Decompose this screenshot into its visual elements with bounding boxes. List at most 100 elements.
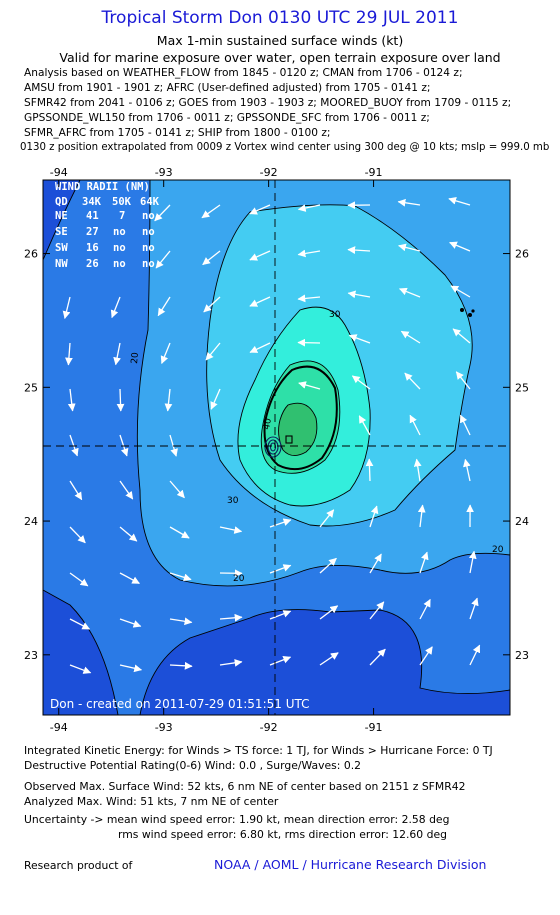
- contour-label: 20: [233, 574, 245, 584]
- wind-vector-arrow: [348, 334, 371, 344]
- wind-vector-arrow: [210, 388, 221, 410]
- wind-vector-arrow: [469, 597, 479, 620]
- wind-vector-arrow: [319, 652, 339, 666]
- wind-vector-arrow: [450, 285, 471, 298]
- analyzed-max-line: Analyzed Max. Wind: 51 kts, 7 nm NE of c…: [24, 795, 279, 808]
- x-tick-label: -94: [50, 721, 68, 734]
- wind-radii-cell: no: [142, 258, 155, 270]
- wind-radii-cell: 41: [86, 210, 99, 222]
- wind-vector-arrow: [419, 598, 431, 620]
- wind-vector-arrow: [269, 610, 292, 620]
- wind-vector-arrow: [400, 330, 421, 344]
- wind-vector-arrow: [351, 375, 371, 390]
- wind-vector-arrow: [69, 480, 83, 501]
- wind-vector-arrow: [119, 434, 129, 457]
- wind-radii-header: 34K: [82, 196, 102, 208]
- contour-line: [260, 360, 341, 474]
- wind-radii-cell: SE: [55, 226, 68, 238]
- wind-radii-cell: no: [142, 210, 155, 222]
- source-line: GPSSONDE_WL150 from 1706 - 0011 z; GPSSO…: [24, 112, 430, 124]
- wind-vector-arrow: [358, 415, 371, 436]
- x-tick-label: -91: [365, 166, 383, 179]
- wind-vector-arrow: [249, 342, 271, 353]
- contour-line: [43, 180, 81, 261]
- land-marker: [460, 308, 475, 317]
- wind-vector-arrow: [69, 434, 79, 457]
- wind-vector-arrow: [369, 648, 386, 666]
- chart-title: Tropical Storm Don 0130 UTC 29 JUL 2011: [101, 8, 459, 28]
- source-line: SFMR_AFRC from 1705 - 0141 z; SHIP from …: [24, 127, 331, 139]
- contour-line: [43, 589, 119, 715]
- wind-vector-arrow: [297, 294, 321, 303]
- wind-vector-arrow: [169, 572, 192, 582]
- source-line: SFMR42 from 2041 - 0106 z; GOES from 190…: [24, 97, 512, 109]
- wind-vector-arrow: [469, 644, 481, 666]
- y-tick-label: 24: [24, 515, 38, 528]
- wind-vector-arrow: [69, 618, 91, 630]
- wind-radii-cell: no: [113, 258, 126, 270]
- wind-vector-arrow: [397, 198, 421, 207]
- wind-radii-cell: no: [113, 226, 126, 238]
- wind-vector-arrow: [298, 381, 321, 390]
- wind-radii-cell: NW: [55, 258, 68, 270]
- wind-vector-arrow: [404, 372, 421, 390]
- contour-value-labels: 20 20 20 30 30 40: [130, 310, 504, 584]
- wind-radii-cell: SW: [55, 242, 68, 254]
- wind-field-map: 20 20 20 30 30 40 WIND RADII (NM) QD 34K…: [24, 166, 529, 734]
- wind-vector-arrow: [369, 553, 382, 574]
- wind-vector-arrow: [452, 328, 471, 344]
- wind-vector-arrow: [269, 518, 292, 528]
- wind-vector-arrow: [459, 414, 471, 436]
- wind-vector-arrow: [157, 296, 171, 317]
- wind-vector-arrow: [249, 204, 271, 215]
- wind-vector-arrow: [463, 458, 471, 482]
- wind-radii-cell: 7: [119, 210, 125, 222]
- wind-vector-arrow: [119, 664, 143, 673]
- observed-max-line: Observed Max. Surface Wind: 52 kts, 6 nm…: [24, 780, 466, 793]
- wind-vector-arrow: [169, 480, 185, 499]
- wind-vector-arrow: [155, 250, 171, 269]
- wind-vector-arrow: [398, 287, 421, 298]
- research-label: Research product of: [24, 859, 133, 872]
- wind-vector-arrow: [169, 526, 190, 539]
- wind-radii-cell: 26: [86, 258, 99, 270]
- organization-link[interactable]: NOAA / AOML / Hurricane Research Divisio…: [214, 857, 487, 872]
- wind-vector-arrow: [119, 526, 138, 542]
- x-tick-label: -92: [260, 721, 278, 734]
- position-note: 0130 z position extrapolated from 0009 z…: [20, 142, 550, 153]
- wind-vector-arrow: [297, 249, 321, 258]
- dpr-line: Destructive Potential Rating(0-6) Wind: …: [24, 759, 362, 772]
- wind-vector-arrow: [417, 504, 426, 528]
- wind-vector-arrow: [164, 388, 173, 412]
- wind-vector-arrow: [319, 509, 335, 528]
- wind-vector-arrow: [448, 197, 471, 206]
- y-tick-label: 24: [515, 515, 529, 528]
- uncertainty-line: Uncertainty -> mean wind speed error: 1.…: [24, 813, 450, 826]
- y-tick-label: 25: [24, 381, 38, 394]
- wind-vector-arrow: [201, 204, 221, 219]
- wind-vector-arrow: [203, 296, 221, 313]
- wind-vector-arrow: [116, 388, 125, 412]
- contour-line: [278, 402, 318, 456]
- validity-note: Valid for marine exposure over water, op…: [59, 50, 501, 65]
- wind-radii-header: QD: [55, 196, 68, 208]
- wind-vector-arrow: [219, 526, 243, 534]
- contour-label: 30: [329, 310, 341, 320]
- wind-vector-arrow: [409, 414, 421, 436]
- contour-line: [136, 180, 510, 587]
- wind-vector-arrow: [398, 243, 421, 252]
- wind-vector-arrow: [449, 241, 471, 252]
- x-tick-label: -93: [155, 721, 173, 734]
- wind-radii-cell: no: [142, 242, 155, 254]
- wind-vector-arrow: [119, 480, 134, 500]
- plot-frame: [42, 179, 511, 716]
- wind-vector-arrow: [169, 661, 193, 670]
- y-tick-label: 23: [515, 649, 529, 662]
- wind-radii-cell: no: [113, 242, 126, 254]
- wind-vector-arrow: [69, 526, 86, 544]
- wind-vector-arrow: [202, 250, 221, 266]
- wind-radii-cell: NE: [55, 210, 68, 222]
- wind-vector-arrow: [62, 296, 71, 320]
- wind-vector-arrow: [65, 342, 73, 366]
- wind-vector-arrow: [69, 572, 89, 587]
